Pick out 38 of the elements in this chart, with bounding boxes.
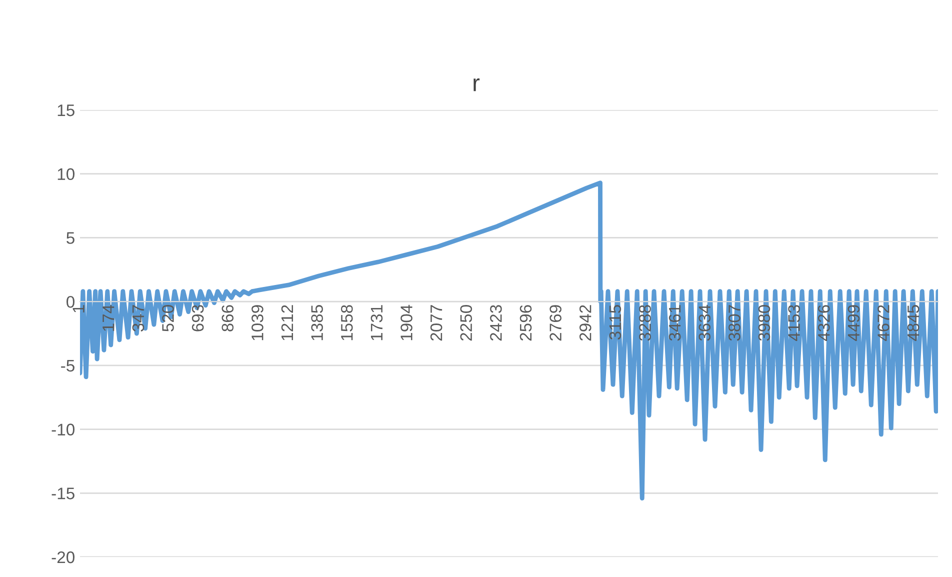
x-tick-label: 347 [132, 305, 144, 332]
chart-title: r [474, 78, 480, 92]
x-tick-label: 2596 [520, 305, 532, 341]
x-tick-label: 693 [192, 305, 204, 332]
x-tick-label: 4326 [818, 305, 830, 342]
y-tick-label: 10 [58, 168, 74, 180]
x-tick-label: 3288 [639, 305, 651, 341]
y-tick-label: -5 [61, 360, 74, 372]
x-tick-label: 1212 [281, 305, 293, 340]
x-tick-label: 3980 [758, 304, 770, 341]
x-tick-label: 2423 [490, 305, 502, 341]
x-tick-label: 3634 [698, 304, 711, 341]
y-tick-label: 15 [58, 104, 74, 116]
y-tick-label: 5 [66, 232, 74, 244]
x-tick-label: 1385 [311, 305, 323, 340]
y-tick-label: -10 [52, 424, 74, 436]
x-tick-label: 1904 [400, 304, 412, 340]
y-tick-label: -15 [52, 488, 74, 500]
x-tick-label: 4845 [907, 305, 920, 342]
x-tick-label: 4672 [878, 305, 890, 342]
x-tick-label: 2077 [430, 305, 442, 341]
x-tick-label: 3115 [609, 305, 622, 340]
x-tick-label: 1039 [252, 305, 264, 340]
x-tick-label: 3461 [668, 305, 681, 341]
x-tick-label: 4499 [848, 305, 860, 342]
x-tick-label: 866 [222, 305, 234, 332]
x-tick-label: 2769 [550, 305, 562, 341]
x-tick-label: 174 [102, 304, 114, 331]
x-tick-label: 2942 [579, 305, 592, 341]
x-tick-label: 3807 [728, 305, 740, 341]
x-tick-label: 1731 [370, 305, 383, 340]
x-tick-label: 1 [72, 305, 84, 312]
x-tick-label: 2250 [460, 304, 472, 341]
x-tick-label: 520 [162, 305, 174, 332]
y-tick-label: -20 [52, 551, 74, 564]
x-tick-label: 1558 [340, 305, 353, 340]
y-tick-label: 0 [66, 296, 74, 308]
x-tick-label: 4153 [788, 305, 800, 342]
